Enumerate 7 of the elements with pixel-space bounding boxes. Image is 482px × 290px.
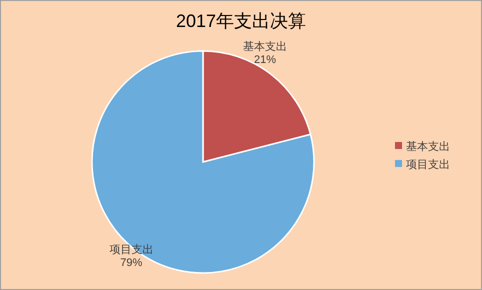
slice-label: 项目支出 bbox=[109, 242, 154, 256]
slice-label: 基本支出 bbox=[243, 40, 287, 53]
data-label: 21% bbox=[254, 54, 276, 66]
legend-label: 基本支出 bbox=[406, 140, 450, 153]
legend-label: 项目支出 bbox=[406, 158, 450, 171]
chart-title: 2017年支出决算 bbox=[176, 11, 306, 31]
data-label: 79% bbox=[120, 256, 143, 269]
